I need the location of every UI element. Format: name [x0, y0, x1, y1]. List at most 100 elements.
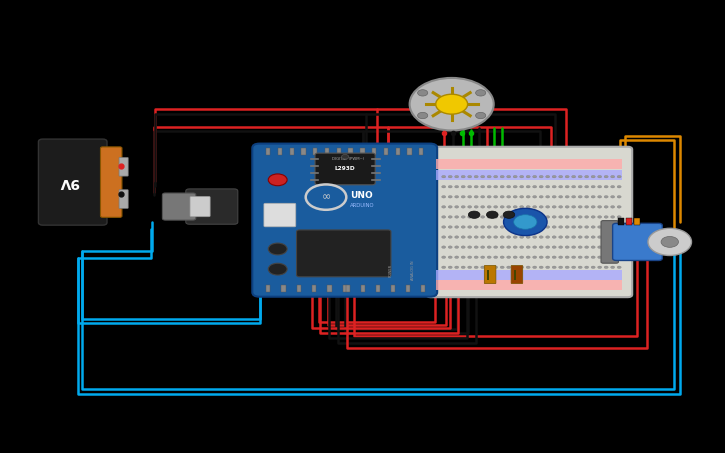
Circle shape — [546, 185, 550, 188]
Circle shape — [559, 175, 563, 178]
Circle shape — [597, 206, 602, 208]
Circle shape — [494, 185, 498, 188]
Circle shape — [513, 196, 517, 198]
Circle shape — [507, 216, 510, 218]
Circle shape — [448, 256, 452, 259]
Circle shape — [533, 266, 536, 269]
Circle shape — [455, 196, 459, 198]
Circle shape — [571, 196, 576, 198]
Circle shape — [571, 256, 576, 259]
Circle shape — [474, 236, 479, 238]
Circle shape — [504, 208, 547, 236]
Circle shape — [474, 185, 479, 188]
Circle shape — [578, 236, 582, 238]
Circle shape — [520, 246, 523, 248]
Circle shape — [539, 226, 543, 228]
Circle shape — [559, 206, 563, 208]
Circle shape — [487, 216, 492, 218]
Circle shape — [442, 196, 446, 198]
Bar — [618, 218, 624, 225]
Circle shape — [526, 266, 530, 269]
Circle shape — [546, 216, 550, 218]
Circle shape — [448, 246, 452, 248]
Circle shape — [494, 175, 498, 178]
Circle shape — [476, 112, 486, 119]
Circle shape — [584, 185, 589, 188]
Circle shape — [500, 236, 504, 238]
Circle shape — [546, 246, 550, 248]
Circle shape — [455, 185, 459, 188]
Bar — [346, 285, 350, 292]
Bar — [328, 285, 332, 292]
Circle shape — [436, 94, 468, 114]
Circle shape — [481, 236, 485, 238]
Circle shape — [559, 256, 563, 259]
Circle shape — [461, 256, 465, 259]
Circle shape — [610, 206, 615, 208]
Circle shape — [520, 196, 523, 198]
Circle shape — [507, 196, 510, 198]
Bar — [436, 159, 622, 169]
Circle shape — [526, 236, 530, 238]
FancyBboxPatch shape — [484, 265, 496, 284]
Circle shape — [468, 216, 472, 218]
Circle shape — [571, 236, 576, 238]
Circle shape — [546, 206, 550, 208]
Circle shape — [513, 216, 517, 218]
Circle shape — [539, 266, 543, 269]
Circle shape — [268, 263, 287, 275]
Circle shape — [610, 185, 615, 188]
Circle shape — [500, 266, 504, 269]
Circle shape — [468, 236, 472, 238]
Circle shape — [617, 216, 621, 218]
Circle shape — [487, 185, 492, 188]
Circle shape — [591, 226, 595, 228]
Circle shape — [520, 175, 523, 178]
Circle shape — [442, 226, 446, 228]
Circle shape — [448, 236, 452, 238]
Circle shape — [500, 185, 504, 188]
Bar — [419, 148, 423, 155]
Circle shape — [455, 175, 459, 178]
Circle shape — [487, 236, 492, 238]
Circle shape — [474, 226, 479, 228]
Circle shape — [539, 196, 543, 198]
Circle shape — [513, 206, 517, 208]
Circle shape — [604, 236, 608, 238]
Circle shape — [474, 175, 479, 178]
Circle shape — [481, 266, 485, 269]
Circle shape — [584, 226, 589, 228]
Circle shape — [539, 185, 543, 188]
Circle shape — [565, 185, 569, 188]
Bar — [361, 285, 365, 292]
Circle shape — [539, 246, 543, 248]
Circle shape — [617, 185, 621, 188]
Circle shape — [507, 206, 510, 208]
Circle shape — [500, 246, 504, 248]
Circle shape — [513, 185, 517, 188]
FancyBboxPatch shape — [162, 193, 196, 220]
Circle shape — [578, 175, 582, 178]
Circle shape — [455, 226, 459, 228]
Circle shape — [481, 216, 485, 218]
Circle shape — [507, 256, 510, 259]
Circle shape — [546, 236, 550, 238]
Circle shape — [604, 226, 608, 228]
Circle shape — [486, 211, 498, 218]
Circle shape — [500, 196, 504, 198]
Circle shape — [513, 246, 517, 248]
Circle shape — [565, 226, 569, 228]
Circle shape — [597, 185, 602, 188]
Circle shape — [559, 226, 563, 228]
Circle shape — [552, 206, 556, 208]
Circle shape — [610, 226, 615, 228]
Circle shape — [661, 236, 679, 247]
Circle shape — [448, 196, 452, 198]
Circle shape — [591, 256, 595, 259]
Circle shape — [448, 185, 452, 188]
Circle shape — [578, 246, 582, 248]
Circle shape — [461, 175, 465, 178]
Bar — [376, 285, 381, 292]
Circle shape — [442, 175, 446, 178]
Circle shape — [578, 266, 582, 269]
